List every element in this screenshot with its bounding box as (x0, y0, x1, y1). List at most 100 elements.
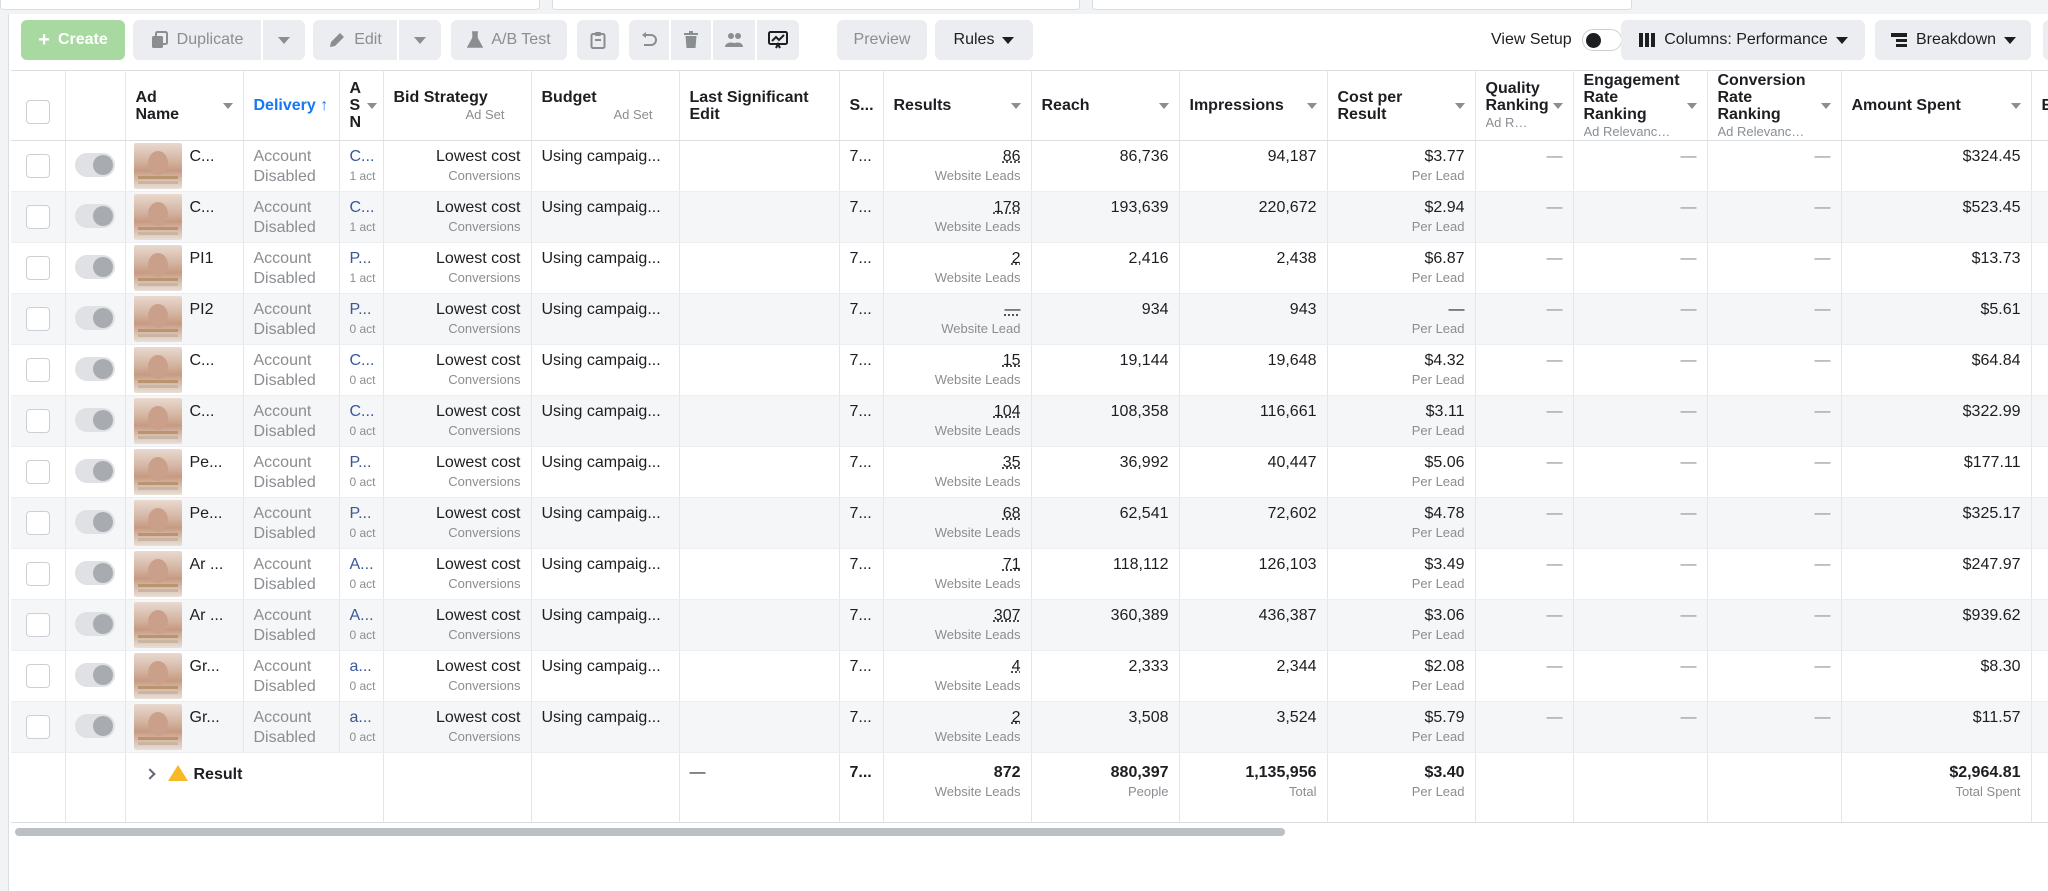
ad-set-link[interactable]: P... (349, 505, 372, 522)
row-checkbox[interactable] (25, 715, 50, 739)
row-checkbox[interactable] (25, 562, 50, 586)
ad-on-off-toggle[interactable] (75, 510, 115, 534)
table-row[interactable]: Gr... Account Disabled a... 0 act Lowest cost… (11, 650, 2048, 702)
header-e[interactable]: E (2031, 70, 2048, 141)
ad-on-off-toggle[interactable] (75, 612, 115, 636)
ad-name-link[interactable]: Gr... (189, 658, 220, 675)
ad-name-link[interactable]: C... (189, 403, 215, 420)
ad-on-off-toggle[interactable] (75, 306, 115, 330)
ad-set-link[interactable]: A... (349, 607, 374, 624)
ad-name-link[interactable]: Gr... (189, 709, 220, 726)
edit-button[interactable]: Edit (313, 20, 397, 60)
table-row[interactable]: Ar ... Account Disabled A... 0 act Lowest cos… (11, 548, 2048, 600)
row-checkbox[interactable] (25, 256, 50, 280)
ad-thumbnail[interactable] (133, 398, 182, 444)
results-value[interactable]: 104 (993, 403, 1021, 420)
toolbar-overflow-button[interactable] (2043, 20, 2048, 60)
table-row[interactable]: C... Account Disabled C... 0 act Lowest cost C… (11, 395, 2048, 447)
chevron-right-icon[interactable] (143, 768, 156, 780)
ad-thumbnail[interactable] (133, 245, 182, 291)
ad-on-off-toggle[interactable] (75, 204, 115, 228)
ad-thumbnail[interactable] (133, 704, 182, 750)
ad-set-link[interactable]: a... (349, 709, 372, 726)
header-s[interactable]: S... (839, 70, 884, 141)
table-row[interactable]: PI2 Account Disabled P... 0 act Lowest cost Co… (11, 293, 2048, 345)
chart-edit-button[interactable] (757, 20, 799, 60)
ad-thumbnail[interactable] (133, 296, 182, 342)
ad-set-link[interactable]: P... (349, 301, 372, 318)
duplicate-dropdown-button[interactable] (263, 20, 305, 60)
row-checkbox[interactable] (25, 205, 50, 229)
ad-name-link[interactable]: C... (189, 352, 215, 369)
results-value[interactable]: 2 (1011, 709, 1021, 726)
ad-name-link[interactable]: C... (189, 148, 215, 165)
ad-on-off-toggle[interactable] (75, 153, 115, 177)
results-value[interactable]: 68 (1002, 505, 1021, 522)
ad-thumbnail[interactable] (133, 602, 182, 648)
table-row[interactable]: Pe... Account Disabled P... 0 act Lowest cost… (11, 497, 2048, 549)
table-row[interactable]: Gr... Account Disabled a... 0 act Lowest cost… (11, 701, 2048, 753)
ab-test-button[interactable]: A/B Test (451, 20, 567, 60)
edit-dropdown-button[interactable] (399, 20, 441, 60)
header-ad-set-name[interactable]: A S N (339, 70, 384, 141)
ad-on-off-toggle[interactable] (75, 357, 115, 381)
create-button[interactable]: + Create (21, 20, 125, 60)
ad-name-link[interactable]: Ar ... (189, 607, 224, 624)
results-value[interactable]: 71 (1002, 556, 1021, 573)
ad-thumbnail[interactable] (133, 551, 182, 597)
ad-set-link[interactable]: P... (349, 454, 372, 471)
results-value[interactable]: 178 (993, 199, 1021, 216)
ad-set-link[interactable]: a... (349, 658, 372, 675)
table-row[interactable]: C... Account Disabled C... 1 act Lowest cost C… (11, 191, 2048, 243)
horizontal-scrollbar[interactable] (15, 828, 1285, 836)
delete-button[interactable] (671, 20, 711, 60)
row-checkbox[interactable] (25, 307, 50, 331)
clipboard-button[interactable] (577, 20, 619, 60)
ad-name-link[interactable]: Ar ... (189, 556, 224, 573)
ad-set-link[interactable]: A... (349, 556, 374, 573)
header-impressions[interactable]: Impressions (1179, 70, 1328, 141)
duplicate-button[interactable]: Duplicate (133, 20, 261, 60)
ad-set-link[interactable]: C... (349, 199, 375, 216)
ad-name-link[interactable]: PI1 (189, 250, 214, 267)
header-budget[interactable]: Budget Ad Set (531, 70, 680, 141)
select-all-checkbox[interactable] (25, 100, 50, 124)
preview-button[interactable]: Preview (837, 20, 927, 60)
audience-button[interactable] (713, 20, 755, 60)
header-reach[interactable]: Reach (1031, 70, 1180, 141)
ad-thumbnail[interactable] (133, 449, 182, 495)
row-checkbox[interactable] (25, 460, 50, 484)
ad-thumbnail[interactable] (133, 347, 182, 393)
header-results[interactable]: Results (883, 70, 1032, 141)
ad-set-link[interactable]: C... (349, 352, 375, 369)
header-cost-per-result[interactable]: Cost per Result (1327, 70, 1476, 141)
ad-thumbnail[interactable] (133, 143, 182, 189)
header-amount-spent[interactable]: Amount Spent (1841, 70, 2032, 141)
ad-thumbnail[interactable] (133, 194, 182, 240)
row-checkbox[interactable] (25, 664, 50, 688)
row-checkbox[interactable] (25, 358, 50, 382)
columns-button[interactable]: Columns: Performance (1621, 20, 1865, 60)
ad-on-off-toggle[interactable] (75, 255, 115, 279)
ad-name-link[interactable]: PI2 (189, 301, 214, 318)
table-row[interactable]: Ar ... Account Disabled A... 0 act Lowest cos… (11, 599, 2048, 651)
results-value[interactable]: 2 (1011, 250, 1021, 267)
results-value[interactable]: 35 (1002, 454, 1021, 471)
ad-on-off-toggle[interactable] (75, 714, 115, 738)
row-checkbox[interactable] (25, 154, 50, 178)
view-setup-toggle[interactable] (1581, 29, 1622, 51)
ad-thumbnail[interactable] (133, 653, 182, 699)
results-value[interactable]: 4 (1011, 658, 1021, 675)
results-value[interactable]: 307 (993, 607, 1021, 624)
results-value[interactable]: 15 (1002, 352, 1021, 369)
ad-name-link[interactable]: C... (189, 199, 215, 216)
ad-set-link[interactable]: C... (349, 403, 375, 420)
ad-set-link[interactable]: P... (349, 250, 372, 267)
results-value[interactable]: — (1004, 301, 1021, 318)
row-checkbox[interactable] (25, 511, 50, 535)
ad-on-off-toggle[interactable] (75, 408, 115, 432)
ad-on-off-toggle[interactable] (75, 459, 115, 483)
ad-on-off-toggle[interactable] (75, 561, 115, 585)
ad-set-link[interactable]: C... (349, 148, 375, 165)
